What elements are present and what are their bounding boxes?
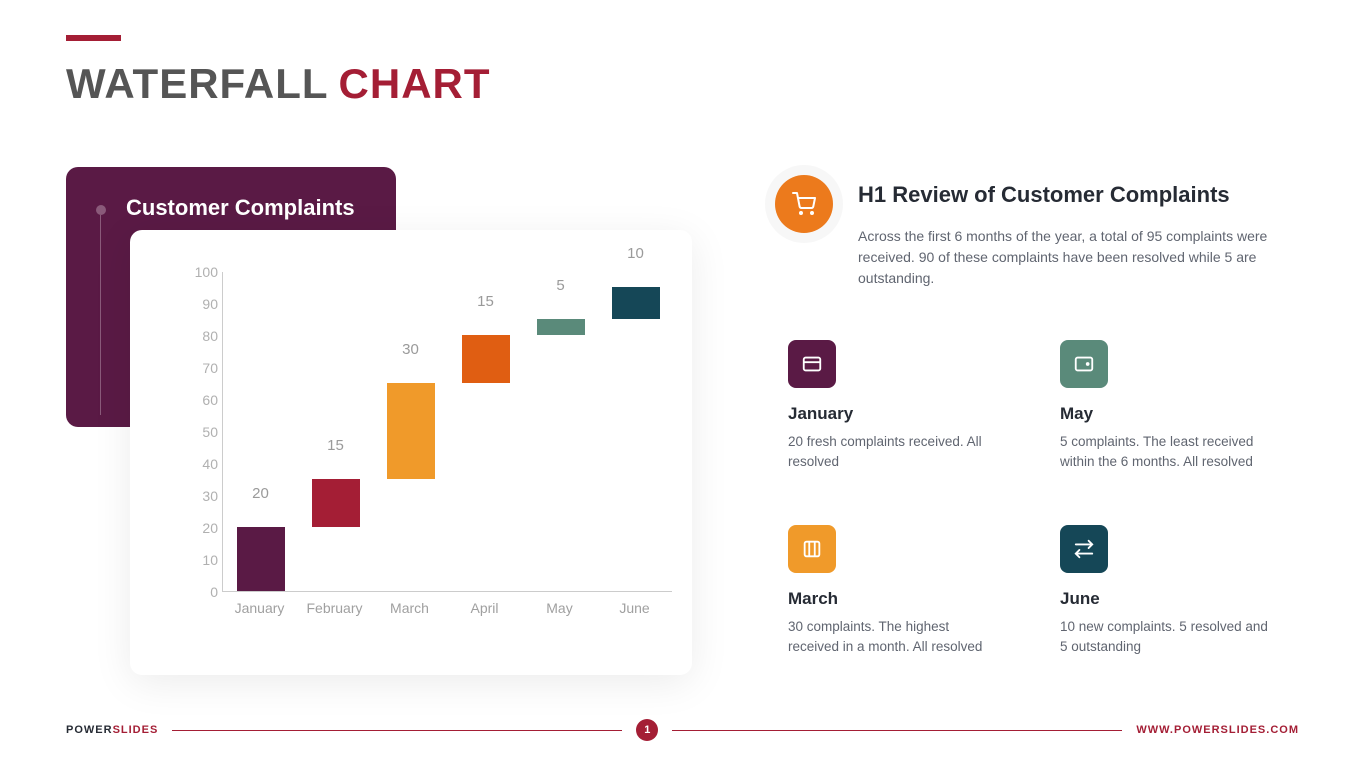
x-tick: May <box>522 600 597 616</box>
footer-line-left <box>172 730 622 731</box>
waterfall-bar <box>612 287 660 319</box>
x-tick: April <box>447 600 522 616</box>
badge-title: Customer Complaints <box>66 167 396 221</box>
review-body: Across the first 6 months of the year, a… <box>858 226 1278 289</box>
info-block: May 5 complaints. The least received with… <box>1060 340 1270 471</box>
waterfall-bar <box>462 335 510 383</box>
bar-value-label: 15 <box>462 293 510 314</box>
footer-url: WWW.POWERSLIDES.COM <box>1136 724 1299 736</box>
info-block-body: 5 complaints. The least received within … <box>1060 432 1270 471</box>
y-tick: 50 <box>180 424 218 440</box>
x-tick: June <box>597 600 672 616</box>
x-tick: February <box>297 600 372 616</box>
waterfall-bar <box>537 319 585 335</box>
y-tick: 70 <box>180 360 218 376</box>
badge-marker-dot <box>96 205 106 215</box>
bar-value-label: 15 <box>312 437 360 458</box>
x-tick: March <box>372 600 447 616</box>
info-block: March 30 complaints. The highest received… <box>788 525 998 656</box>
title-part1: WATERFALL <box>66 60 329 107</box>
info-block-title: January <box>788 404 998 424</box>
y-tick: 100 <box>180 264 218 280</box>
page-title: WATERFALLCHART <box>66 60 491 108</box>
info-block-body: 10 new complaints. 5 resolved and 5 outs… <box>1060 617 1270 656</box>
y-tick: 20 <box>180 520 218 536</box>
info-block-title: May <box>1060 404 1270 424</box>
x-tick: January <box>222 600 297 616</box>
info-block-body: 30 complaints. The highest received in a… <box>788 617 998 656</box>
footer-line-right <box>672 730 1122 731</box>
waterfall-bar <box>387 383 435 479</box>
waterfall-bar <box>312 479 360 527</box>
info-block-title: June <box>1060 589 1270 609</box>
review-title: H1 Review of Customer Complaints <box>858 182 1230 208</box>
bar-value-label: 10 <box>612 245 660 266</box>
chart-plot: 20153015510 <box>222 272 672 592</box>
y-tick: 80 <box>180 328 218 344</box>
bar-value-label: 5 <box>537 277 585 298</box>
y-tick: 40 <box>180 456 218 472</box>
chart-card: 0 10 20 30 40 50 60 70 80 90 100 20 15 30 15 5 10 Janua… <box>130 230 692 675</box>
footer-brand: POWERSLIDES <box>66 724 158 736</box>
footer-brand-part2: SLIDES <box>113 724 159 736</box>
page-number: 1 <box>636 719 658 741</box>
y-tick: 10 <box>180 552 218 568</box>
info-block-icon <box>1060 340 1108 388</box>
bar-value-label: 20 <box>237 485 285 506</box>
title-part2: CHART <box>339 60 491 107</box>
info-block-icon <box>788 340 836 388</box>
waterfall-bar <box>237 527 285 591</box>
info-block-icon <box>1060 525 1108 573</box>
chart-area: 0102030405060708090100 20153015510 Janua… <box>180 260 675 640</box>
info-block: January 20 fresh complaints received. All… <box>788 340 998 471</box>
info-block-body: 20 fresh complaints received. All resolv… <box>788 432 998 471</box>
title-accent-bar <box>66 35 121 41</box>
info-block-icon <box>788 525 836 573</box>
footer: POWERSLIDES 1 WWW.POWERSLIDES.COM <box>66 720 1299 740</box>
info-block: June 10 new complaints. 5 resolved and 5 … <box>1060 525 1270 656</box>
bar-value-label: 30 <box>387 341 435 362</box>
y-tick: 60 <box>180 392 218 408</box>
y-tick: 90 <box>180 296 218 312</box>
y-tick: 0 <box>180 584 218 600</box>
review-cart-icon <box>775 175 833 233</box>
info-block-title: March <box>788 589 998 609</box>
badge-marker-line <box>100 215 101 415</box>
footer-brand-part1: POWER <box>66 724 113 736</box>
y-tick: 30 <box>180 488 218 504</box>
